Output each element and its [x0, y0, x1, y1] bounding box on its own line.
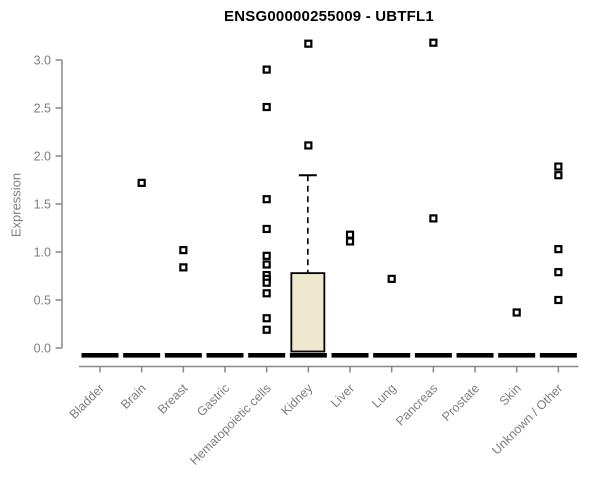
x-axis-tick-label: Lung	[369, 381, 399, 411]
median-bar	[123, 353, 161, 358]
outlier-point	[262, 251, 271, 260]
outlier-point	[262, 314, 271, 323]
outlier-point	[137, 178, 146, 187]
y-axis-tick-label: 1.5	[34, 198, 51, 212]
x-axis-tick-label: Breast	[155, 381, 191, 417]
median-bar	[248, 353, 286, 358]
x-axis-tick-label: Unknown / Other	[489, 381, 565, 457]
outlier-point	[554, 268, 563, 277]
outlier-point	[345, 230, 355, 239]
outlier-point	[429, 214, 438, 223]
median-bar	[539, 353, 577, 358]
outlier-point	[429, 38, 438, 47]
outlier-point	[262, 102, 271, 112]
y-axis-tick-label: 1.0	[34, 246, 51, 260]
x-axis-tick-label: Prostate	[439, 381, 482, 424]
y-axis-tick-label: 2.5	[34, 102, 51, 116]
x-axis-tick-label: Brain	[118, 381, 149, 412]
outlier-point	[179, 245, 188, 255]
x-axis-tick-label: Gastric	[194, 381, 232, 419]
median-bar	[456, 353, 494, 358]
outlier-point	[554, 171, 563, 180]
outlier-point	[262, 65, 271, 74]
median-bar	[373, 353, 411, 358]
median-bar	[289, 353, 327, 358]
outlier-point	[554, 295, 563, 305]
y-axis-title: Expression	[8, 172, 24, 238]
outlier-point	[262, 325, 271, 334]
x-axis-tick-label: Skin	[497, 381, 524, 408]
x-axis-tick-label: Pancreas	[393, 381, 440, 428]
x-axis-tick-label: Hematopoietic cells	[187, 381, 274, 468]
outlier-point	[179, 263, 188, 272]
median-bar	[498, 353, 536, 358]
y-axis-tick-label: 0.0	[34, 342, 51, 356]
outlier-point	[262, 195, 271, 204]
outlier-point	[262, 278, 271, 287]
median-bar	[206, 353, 244, 358]
outlier-point	[512, 308, 521, 317]
median-bar	[164, 353, 202, 358]
y-axis-tick-label: 0.5	[34, 294, 51, 308]
outlier-point	[262, 289, 271, 298]
outlier-point	[554, 245, 563, 254]
outlier-point	[387, 274, 396, 283]
box	[290, 272, 326, 353]
median-bar	[81, 353, 119, 358]
outlier-point	[262, 260, 271, 269]
median-bar	[414, 353, 452, 358]
outlier-point	[304, 141, 313, 150]
y-axis-tick-label: 2.0	[34, 150, 51, 164]
x-axis-tick-label: Bladder	[67, 381, 107, 421]
outlier-point	[262, 224, 271, 234]
x-axis-tick-label: Kidney	[279, 381, 316, 418]
outlier-point	[554, 162, 563, 171]
median-bar	[331, 353, 369, 358]
outlier-point	[304, 39, 313, 48]
x-axis-tick-label: Liver	[328, 381, 357, 410]
outlier-point	[345, 237, 355, 246]
chart-title: ENSG00000255009 - UBTFL1	[224, 8, 434, 25]
y-axis-tick-label: 3.0	[34, 54, 51, 68]
